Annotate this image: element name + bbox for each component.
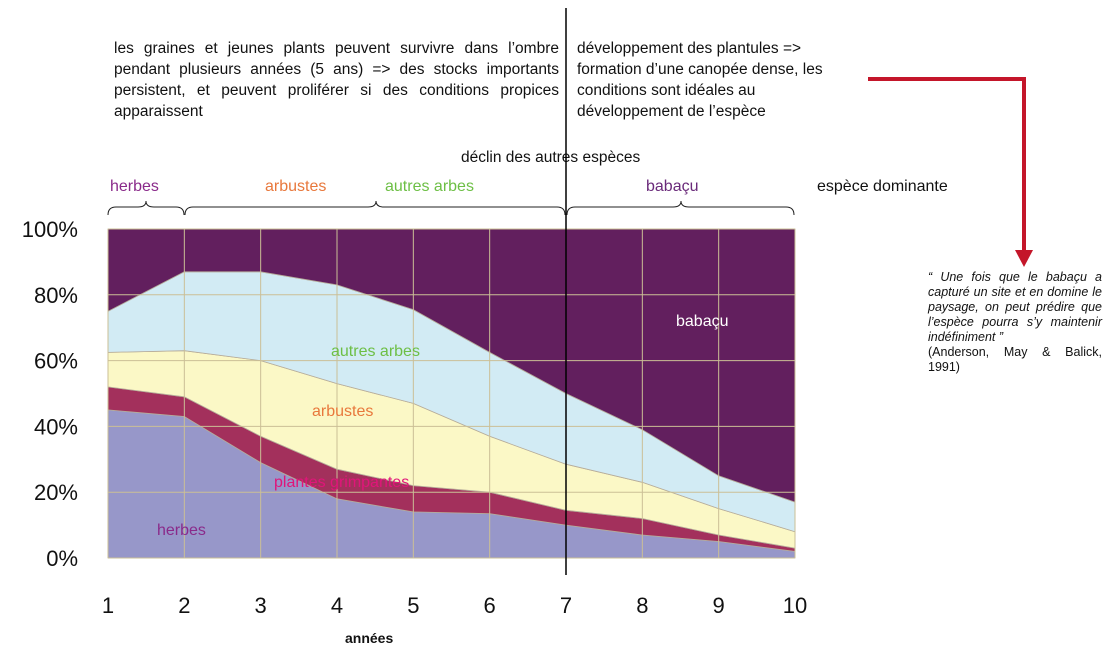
phase-label-babacu: babaçu — [646, 178, 699, 195]
phase-label-autres-arbes: autres arbes — [385, 178, 474, 195]
y-tick-label: 0% — [46, 546, 78, 571]
area-label-herbes: herbes — [157, 522, 206, 539]
x-tick-label: 5 — [407, 593, 419, 618]
x-tick-label: 8 — [636, 593, 648, 618]
brace-herbes — [107, 200, 185, 216]
area-label-plantes-grimpantes: plantes grimpantes — [274, 474, 409, 491]
y-axis-ticks: 0% 20% 40% 60% 80% 100% — [22, 217, 78, 571]
x-tick-label: 9 — [713, 593, 725, 618]
brace-arbustes-autres — [184, 200, 566, 216]
y-tick-label: 80% — [34, 283, 78, 308]
brace-babacu — [566, 200, 795, 216]
phase-label-herbes: herbes — [110, 178, 159, 195]
quote-text: “ Une fois que le babaçu a capturé un si… — [928, 270, 1102, 344]
x-axis-title: années — [345, 630, 393, 646]
right-note: développement des plantules => formation… — [577, 40, 823, 120]
x-tick-label: 3 — [255, 593, 267, 618]
y-tick-label: 40% — [34, 414, 78, 439]
y-tick-label: 60% — [34, 349, 78, 374]
left-note: les graines et jeunes plants peuvent sur… — [114, 40, 559, 120]
y-tick-label: 20% — [34, 480, 78, 505]
x-tick-label: 4 — [331, 593, 343, 618]
y-tick-label: 100% — [22, 217, 78, 242]
area-label-babacu: babaçu — [676, 313, 729, 330]
x-tick-label: 10 — [783, 593, 807, 618]
x-tick-label: 7 — [560, 593, 572, 618]
area-label-arbustes: arbustes — [312, 403, 373, 420]
x-tick-label: 2 — [178, 593, 190, 618]
quote-block: “ Une fois que le babaçu a capturé un si… — [928, 270, 1102, 375]
area-series-group — [107, 228, 796, 559]
x-axis-ticks: 1 2 3 4 5 6 7 8 9 10 — [102, 593, 807, 618]
quote-citation: (Anderson, May & Balick, 1991) — [928, 345, 1102, 374]
x-tick-label: 1 — [102, 593, 114, 618]
decline-note: déclin des autres espèces — [461, 149, 641, 166]
phase-label-arbustes: arbustes — [265, 178, 327, 195]
dominant-species-label: espèce dominante — [817, 178, 948, 195]
x-tick-label: 6 — [484, 593, 496, 618]
arrow-head — [1015, 250, 1033, 267]
area-label-autres-arbes: autres arbes — [331, 343, 420, 360]
arrow-line — [868, 77, 1026, 250]
